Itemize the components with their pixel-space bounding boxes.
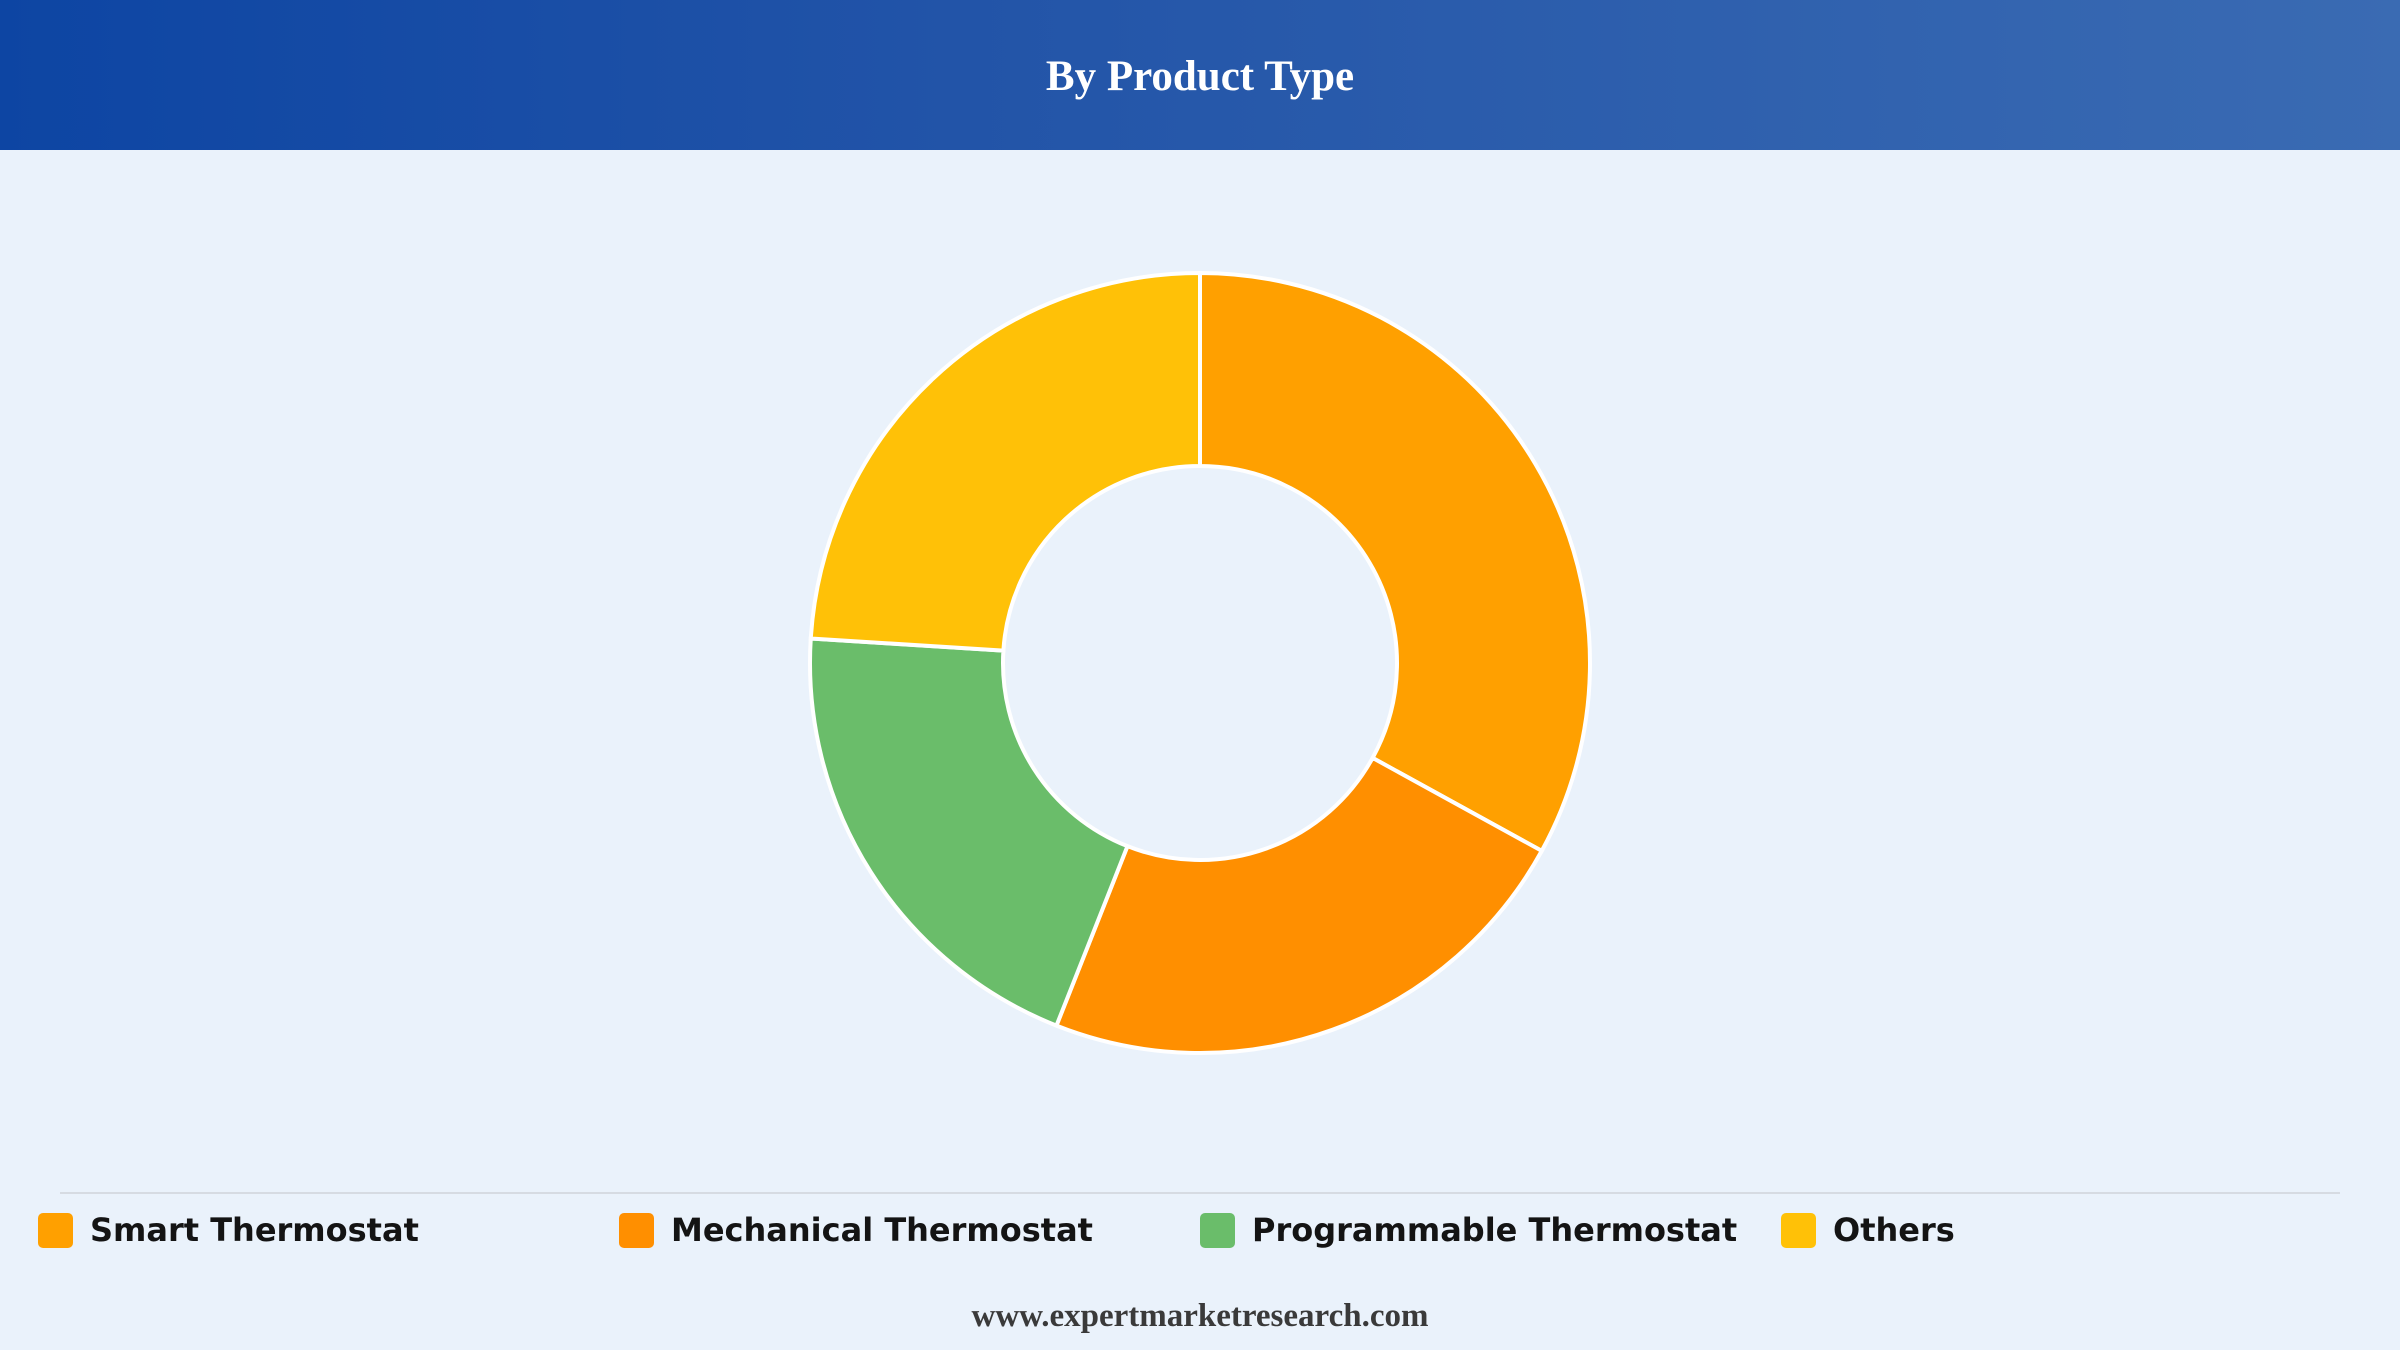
legend-item-others: Others xyxy=(1781,1205,1955,1255)
legend-label: Others xyxy=(1833,1211,1955,1249)
header-banner: By Product Type xyxy=(0,0,2400,150)
chart-title: By Product Type xyxy=(1045,52,1355,100)
legend-label: Smart Thermostat xyxy=(90,1211,419,1249)
source-footer: www.expertmarketresearch.com xyxy=(971,1298,1429,1334)
legend-swatch xyxy=(1781,1212,1816,1248)
legend: Smart Thermostat Mechanical Thermostat P… xyxy=(0,1205,2400,1255)
legend-swatch xyxy=(38,1212,73,1248)
donut-slice-programmable-thermostat xyxy=(808,636,1131,1029)
donut-slice-mechanical-thermostat xyxy=(1053,755,1545,1055)
legend-swatch xyxy=(619,1212,654,1248)
legend-swatch xyxy=(1200,1212,1235,1248)
legend-divider xyxy=(60,1192,2340,1194)
donut-slice-smart-thermostat xyxy=(1198,270,1592,854)
legend-item-mechanical-thermostat: Mechanical Thermostat xyxy=(619,1205,1093,1255)
legend-label: Programmable Thermostat xyxy=(1252,1211,1738,1249)
legend-item-programmable-thermostat: Programmable Thermostat xyxy=(1200,1205,1737,1255)
legend-label: Mechanical Thermostat xyxy=(671,1211,1093,1249)
legend-item-smart-thermostat: Smart Thermostat xyxy=(38,1205,419,1255)
donut-slice-others xyxy=(808,270,1202,653)
